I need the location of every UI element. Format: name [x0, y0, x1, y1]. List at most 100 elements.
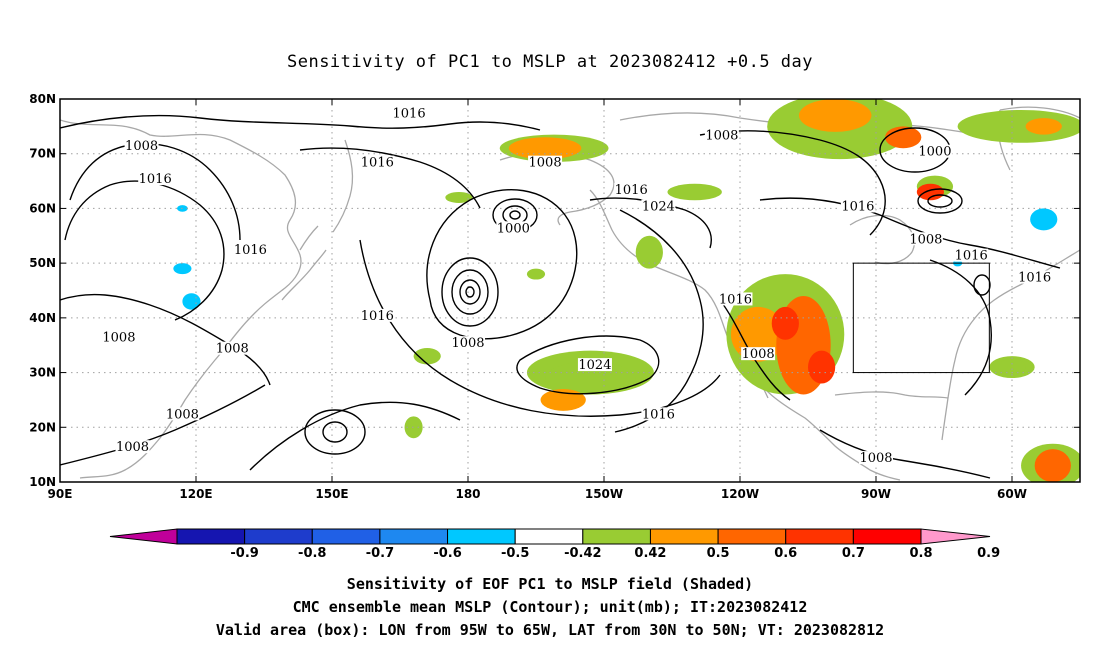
- sensitivity-patch-0.42: [526, 268, 546, 280]
- contour-label-bg: [704, 128, 739, 142]
- sensitivity-patch-0.8: [771, 306, 799, 340]
- x-tick-label: 60W: [997, 487, 1027, 501]
- coastline-gulf: [834, 391, 949, 399]
- contour-label: 1008: [125, 139, 158, 154]
- colorbar-label: -0.8: [298, 546, 326, 561]
- sensitivity-patch-0.6: [798, 99, 872, 132]
- contour-label-bg: [360, 308, 395, 322]
- contour-label: 1000: [918, 145, 951, 160]
- contour-label-bg: [124, 139, 159, 153]
- sensitivity-patch-0.42: [413, 347, 441, 365]
- contour-label: 1008: [529, 156, 562, 171]
- colorbar-label: -0.6: [433, 546, 461, 561]
- colorbar-swatch: [717, 528, 787, 545]
- contour-label-bg: [859, 451, 893, 465]
- contour-low-aleutian: [426, 189, 578, 340]
- contour-label: 1000: [497, 221, 530, 236]
- contour-1008-sw: [60, 293, 271, 386]
- contour-1016-atlantic: [929, 259, 992, 396]
- contour-label-bg: [908, 232, 943, 246]
- contour-label: 1016: [955, 249, 988, 264]
- contour-low-ring-2: [451, 269, 489, 315]
- colorbar-swatch: [852, 528, 922, 545]
- contour-1008-gulf: [819, 429, 991, 479]
- contour-label-bg: [451, 336, 485, 350]
- sensitivity-patch-0.7: [1034, 449, 1071, 482]
- contour-1008-south: [60, 384, 266, 466]
- contour-label-bg: [840, 199, 875, 213]
- contour-label-bg: [641, 407, 676, 421]
- contour-1024-high: [516, 335, 660, 395]
- colorbar: [109, 528, 991, 545]
- colorbar-swatch: [379, 528, 449, 545]
- sensitivity-patch-0.42: [404, 416, 423, 439]
- contour-label-bg: [496, 221, 531, 235]
- captions: Sensitivity of EOF PC1 to MSLP field (Sh…: [216, 575, 884, 639]
- contour-label-bg: [101, 330, 136, 344]
- colorbar-swatch: [176, 528, 246, 545]
- colorbar-label: -0.42: [564, 546, 601, 561]
- contour-low2-ring-3: [509, 210, 521, 220]
- colorbar-swatch: [447, 528, 516, 545]
- contour-label: 1016: [139, 172, 172, 187]
- x-tick-label: 90W: [861, 487, 891, 501]
- sensitivity-patch-0.6: [540, 388, 586, 411]
- colorbar-label: -0.7: [366, 546, 394, 561]
- contour-low-ring-4: [465, 286, 475, 298]
- y-tick-label: 60N: [29, 201, 56, 215]
- contour-1016-mid: [299, 147, 481, 209]
- caption-line-2: CMC ensemble mean MSLP (Contour); unit(m…: [293, 598, 808, 616]
- caption-line-3: Valid area (box): LON from 95W to 65W, L…: [216, 621, 884, 639]
- coastline-asia-east: [60, 119, 302, 479]
- contour-label: 1016: [361, 309, 394, 324]
- contour-label: 1008: [909, 232, 942, 247]
- contour-1008-asia: [69, 143, 241, 241]
- contour-label: 1016: [719, 292, 752, 307]
- contour-label-bg: [528, 155, 563, 169]
- sensitivity-patch-0.42: [173, 263, 192, 275]
- colorbar-swatch: [244, 528, 313, 545]
- x-tick-label: 150E: [315, 487, 348, 501]
- coastline-kamchatka: [332, 139, 354, 233]
- contour-low-ring-1: [441, 257, 499, 327]
- sensitivity-patch-0.5: [545, 361, 636, 395]
- valid-area-box: [852, 262, 990, 374]
- colorbar-labels: -0.9 -0.8 -0.7 -0.6 -0.5 -0.42 0.42 0.5 0.6 0.7 0.…: [230, 546, 1000, 561]
- contour-1016-south: [249, 401, 461, 471]
- contour-label-bg: [577, 358, 612, 372]
- contour-low5-ring-1: [304, 409, 366, 455]
- contour-low-ring-3: [459, 279, 481, 305]
- y-tick-label: 30N: [29, 366, 56, 380]
- colorbar-swatch: [311, 528, 381, 545]
- contour-label: 1008: [859, 451, 892, 466]
- colorbar-swatch: [514, 528, 584, 545]
- contour-label-bg: [115, 440, 150, 454]
- caption-line-1: Sensitivity of EOF PC1 to MSLP field (Sh…: [347, 575, 753, 593]
- colorbar-label: -0.9: [230, 546, 258, 561]
- contour-label-bg: [741, 347, 776, 361]
- colorbar-min-triangle: [109, 528, 178, 545]
- sensitivity-patch-0.6: [508, 137, 582, 160]
- contour-label: 1016: [841, 199, 874, 214]
- contour-label-bg: [165, 407, 200, 421]
- contour-label: 1016: [393, 106, 426, 121]
- sensitivity-patch-0.42: [1030, 208, 1058, 231]
- sensitivity-patch-0.42: [445, 192, 473, 203]
- contour-label: 1008: [216, 342, 249, 357]
- y-tick-label: 40N: [29, 311, 56, 325]
- contour-label: 1016: [642, 407, 675, 422]
- shading-negative: [173, 205, 1058, 310]
- sensitivity-patch-0.42: [957, 109, 1080, 143]
- sensitivity-patch-0.42: [635, 235, 663, 269]
- contour-label: 1008: [451, 336, 484, 351]
- sensitivity-patch-0.8: [808, 350, 836, 384]
- contour-1016-na-mid: [759, 197, 1061, 269]
- contour-1016-asia: [64, 180, 225, 321]
- contour-label-bg: [917, 144, 952, 158]
- sensitivity-patch-0.5: [998, 358, 1026, 376]
- contour-small-low: [973, 274, 991, 296]
- colorbar-label: 0.9: [977, 546, 1000, 561]
